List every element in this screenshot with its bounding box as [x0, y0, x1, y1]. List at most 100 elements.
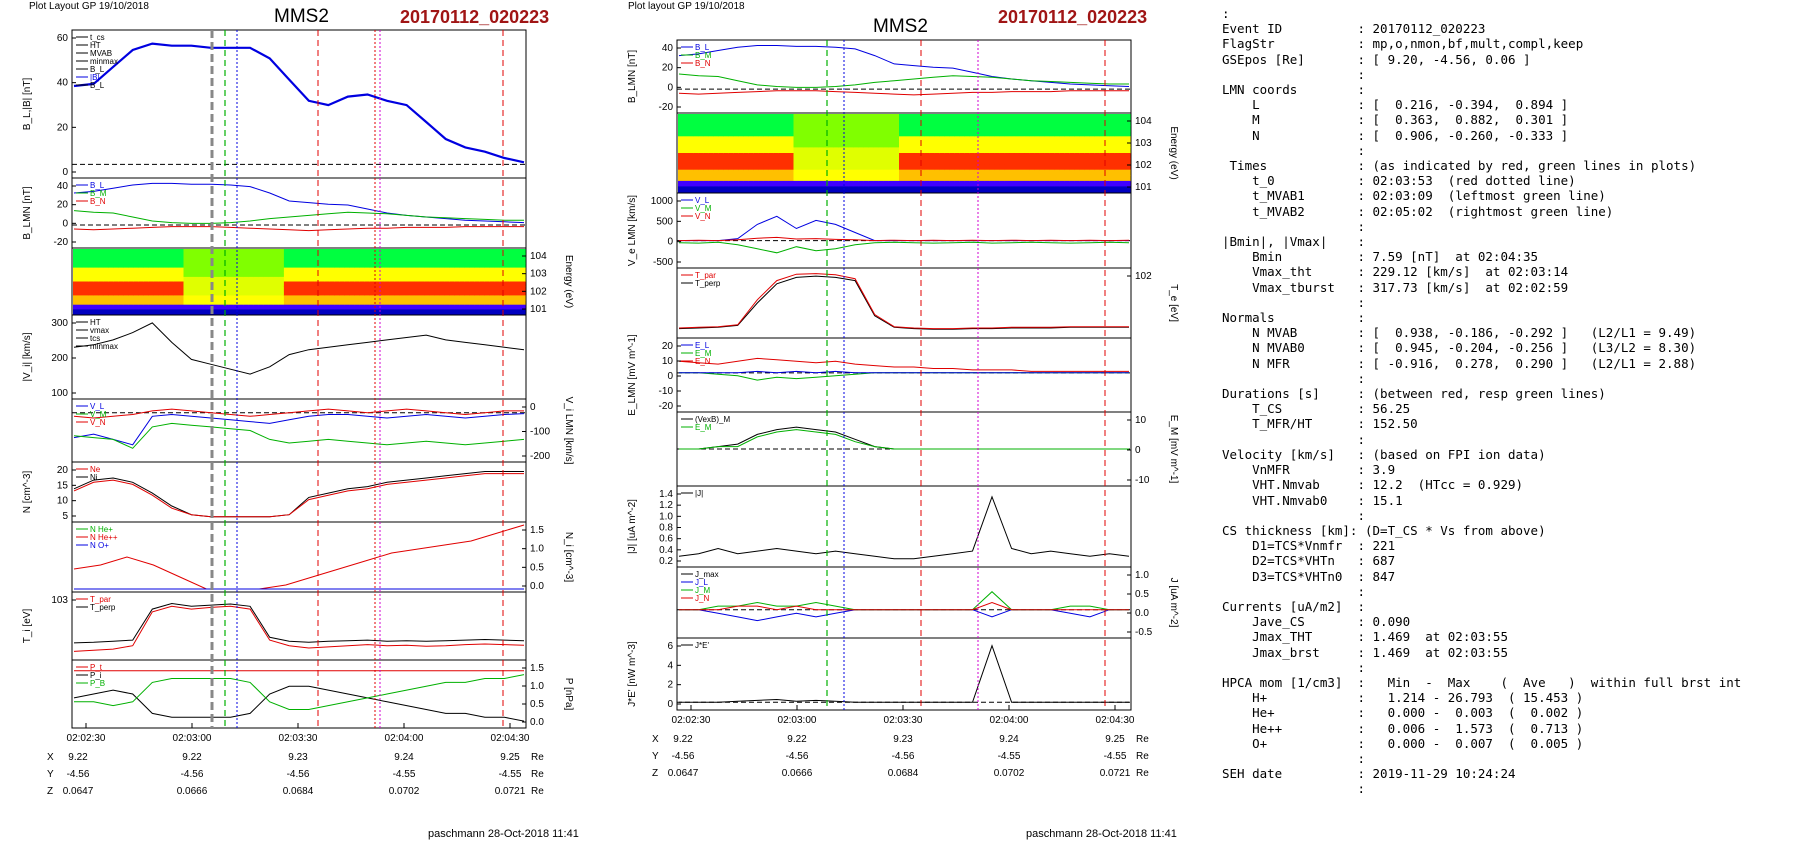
heatmap-cell	[728, 125, 734, 132]
heatmap-cell	[93, 272, 99, 278]
heatmap-cell	[683, 130, 689, 137]
heatmap-cell	[193, 258, 200, 264]
heatmap-cell	[949, 158, 955, 165]
heatmap-cell	[934, 180, 940, 188]
heatmap-cell	[954, 114, 960, 121]
heatmap-cell	[133, 262, 139, 269]
heatmap-cell	[939, 169, 945, 176]
heatmap-cell	[1024, 141, 1031, 149]
heatmap-cell	[118, 262, 124, 269]
heatmap-cell	[858, 147, 865, 154]
heatmap-cell	[678, 141, 684, 149]
heatmap-cell	[404, 253, 411, 259]
y-axis-label: Energy (eV)	[563, 255, 574, 308]
heatmap-cell	[994, 169, 1000, 176]
heatmap-cell	[364, 253, 370, 259]
heatmap-cell	[929, 175, 935, 182]
heatmap-cell	[283, 276, 290, 283]
series-line	[679, 372, 1129, 381]
heatmap-cell	[248, 300, 255, 306]
heatmap-cell	[474, 286, 481, 292]
heatmap-cell	[344, 272, 350, 278]
heatmap-cell	[484, 258, 491, 264]
heatmap-cell	[969, 114, 975, 121]
heatmap-cell	[464, 276, 471, 283]
heatmap-cell	[1034, 164, 1041, 171]
heatmap-cell	[713, 114, 719, 121]
heatmap-cell	[479, 258, 486, 264]
info-line: :	[1222, 507, 1365, 523]
heatmap-cell	[183, 272, 190, 278]
heatmap-cell	[919, 153, 925, 160]
heatmap-cell	[213, 272, 220, 278]
legend-label: J_max	[695, 570, 719, 579]
heatmap-cell	[878, 186, 885, 193]
heatmap-cell	[1024, 136, 1031, 143]
heatmap-cell	[369, 290, 375, 296]
heatmap-cell	[444, 272, 451, 278]
heatmap-cell	[1024, 180, 1031, 188]
heatmap-cell	[713, 136, 719, 143]
heatmap-cell	[218, 300, 225, 306]
heatmap-cell	[474, 290, 481, 296]
heatmap-cell	[349, 267, 355, 273]
heatmap-cell	[183, 276, 190, 283]
heatmap-cell	[1125, 136, 1131, 143]
heatmap-cell	[188, 272, 195, 278]
heatmap-cell	[969, 119, 975, 126]
heatmap-cell	[459, 295, 466, 301]
heatmap-cell	[459, 249, 466, 255]
heatmap-cell	[128, 286, 134, 292]
heatmap-cell	[1044, 141, 1051, 149]
heatmap-cell	[173, 262, 179, 269]
heatmap-cell	[1120, 119, 1126, 126]
heatmap-cell	[748, 164, 754, 171]
heatmap-cell	[1059, 175, 1066, 182]
heatmap-cell	[454, 304, 461, 310]
heatmap-cell	[1029, 141, 1036, 149]
heatmap-cell	[329, 249, 335, 255]
heatmap-cell	[914, 125, 920, 132]
heatmap-cell	[499, 304, 506, 310]
heatmap-cell	[828, 119, 835, 126]
heatmap-cell	[374, 290, 380, 296]
heatmap-cell	[1120, 147, 1126, 154]
heatmap-cell	[268, 295, 275, 301]
heatmap-cell	[838, 186, 845, 193]
heatmap-cell	[479, 249, 486, 255]
heatmap-cell	[919, 164, 925, 171]
heatmap-cell	[813, 169, 820, 176]
heatmap-cell	[783, 130, 790, 137]
y-tick-label: -200	[530, 451, 550, 462]
heatmap-cell	[283, 253, 290, 259]
heatmap-cell	[218, 309, 225, 315]
heatmap-cell	[853, 169, 860, 176]
heatmap-cell	[678, 164, 684, 171]
heatmap-cell	[294, 272, 300, 278]
heatmap-cell	[278, 253, 285, 259]
heatmap-cell	[133, 286, 139, 292]
heatmap-cell	[299, 304, 305, 310]
heatmap-cell	[723, 147, 729, 154]
heatmap-cell	[103, 295, 109, 301]
heatmap-cell	[1099, 175, 1106, 182]
heatmap-cell	[203, 262, 210, 269]
heatmap-cell	[344, 290, 350, 296]
ephemeris-value: 0.0647	[63, 786, 94, 797]
heatmap-cell	[733, 180, 739, 188]
heatmap-cell	[904, 175, 910, 182]
heatmap-cell	[934, 158, 940, 165]
heatmap-cell	[213, 290, 220, 296]
legend-label: P_t	[90, 663, 103, 672]
heatmap-cell	[878, 147, 885, 154]
heatmap-cell	[228, 262, 235, 269]
heatmap-cell	[324, 267, 330, 273]
heatmap-cell	[713, 119, 719, 126]
heatmap-cell	[1064, 158, 1071, 165]
legend-label: minmax	[90, 342, 118, 351]
heatmap-cell	[878, 180, 885, 188]
heatmap-cell	[1009, 169, 1016, 176]
y-tick-label: 101	[1135, 182, 1152, 193]
heatmap-cell	[143, 262, 149, 269]
heatmap-cell	[263, 262, 270, 269]
